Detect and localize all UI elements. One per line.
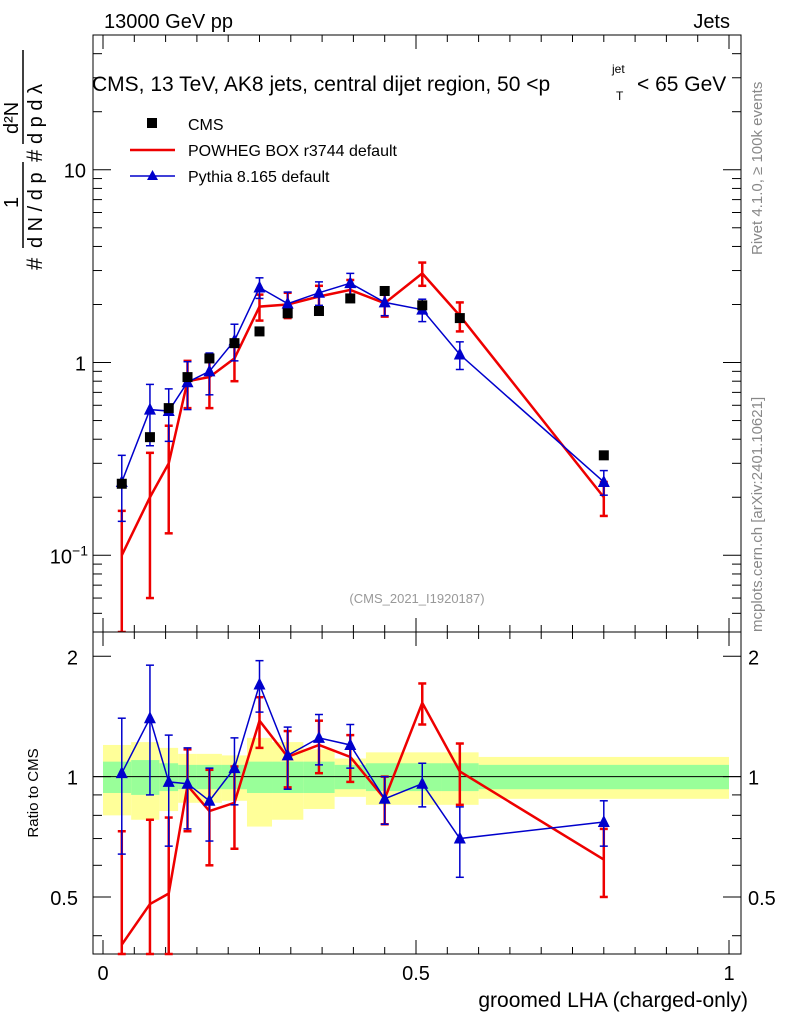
x-tick-label: 0 xyxy=(97,963,108,985)
pythia-point xyxy=(312,285,325,298)
ratio-pythia-point xyxy=(344,737,357,750)
main-data-layer xyxy=(115,261,610,634)
rivet-version-note: Rivet 4.1.0, ≥ 100k events xyxy=(749,82,766,255)
main-y-tick-label: 10 xyxy=(64,161,86,183)
ratio-pythia-point xyxy=(115,766,128,779)
ratio-pythia-point xyxy=(162,774,175,787)
ratio-pythia-point xyxy=(228,761,241,774)
ratio-band-inner xyxy=(246,761,273,793)
x-tick-label: 0.5 xyxy=(402,963,430,985)
pythia-point xyxy=(253,280,266,293)
ratio-data-layer xyxy=(115,659,610,956)
ratio-pythia-point xyxy=(378,791,391,804)
pythia-point xyxy=(344,276,357,289)
legend-pythia-marker xyxy=(147,170,158,180)
header-left: 13000 GeV pp xyxy=(104,11,233,33)
x-axis-label: groomed LHA (charged-only) xyxy=(478,989,748,1012)
main-y-axis-label-hash2: # xyxy=(22,149,47,162)
ratio-axes: 0 0.5 1 0.5 0.5 1 1 2 2 xyxy=(50,632,776,985)
cms-data-point xyxy=(144,432,155,443)
ratio-powheg-line xyxy=(120,699,605,946)
pythia-point xyxy=(378,295,391,308)
analysis-watermark: (CMS_2021_I1920187) xyxy=(349,591,484,606)
ratio-pythia-point xyxy=(253,677,266,690)
ratio-pythia-point xyxy=(203,793,216,806)
ratio-y-tick-label-right: 2 xyxy=(748,647,759,669)
plot-title: CMS, 13 TeV, AK8 jets, central dijet reg… xyxy=(92,73,550,96)
cms-data-point xyxy=(116,478,127,489)
pythia-point xyxy=(281,296,294,309)
ratio-pythia-point xyxy=(453,831,466,844)
pythia-point xyxy=(143,402,156,415)
cms-data-point xyxy=(204,353,215,364)
ratio-pythia-point xyxy=(416,776,429,789)
header-right: Jets xyxy=(693,11,730,33)
cms-data-point xyxy=(254,326,265,337)
ratio-y-tick-label-right: 0.5 xyxy=(748,888,776,910)
main-y-tick-label: 1 xyxy=(75,354,86,376)
ratio-y-axis-label: Ratio to CMS xyxy=(25,748,42,837)
cms-data-point xyxy=(182,372,193,383)
main-y-axis-label-text: # xyxy=(22,257,47,270)
ratio-y-tick-label: 1 xyxy=(67,768,78,790)
cms-data-point xyxy=(282,308,293,319)
legend-powheg-label: POWHEG BOX r3744 default xyxy=(188,143,398,160)
cms-data-point xyxy=(417,300,428,311)
cms-data-point xyxy=(313,306,324,317)
ratio-pythia-point xyxy=(143,711,156,724)
powheg-line xyxy=(120,271,605,556)
ratio-y-tick-label: 2 xyxy=(67,647,78,669)
cms-data-point xyxy=(229,338,240,349)
plot-title-sup: jet xyxy=(611,62,625,76)
cms-data-point xyxy=(379,285,390,296)
legend-cms-marker xyxy=(147,118,157,128)
ratio-pythia-point xyxy=(597,814,610,827)
ratio-pythia-point xyxy=(281,748,294,761)
pythia-point xyxy=(203,364,216,377)
plot-title-end: < 65 GeV xyxy=(637,73,726,96)
legend-pythia-label: Pythia 8.165 default xyxy=(188,169,330,186)
legend-cms-label: CMS xyxy=(188,117,224,134)
ratio-pythia-point xyxy=(181,776,194,789)
ratio-y-tick-label: 0.5 xyxy=(50,888,78,910)
pythia-point xyxy=(453,347,466,360)
plot-title-main: CMS, 13 TeV, AK8 jets, central dijet reg… xyxy=(92,73,550,96)
main-y-axis-label-frac1-num: 1 xyxy=(1,197,23,208)
plot-title-sub: T xyxy=(616,89,624,103)
main-y-axis-label-frac2-den: d p d λ xyxy=(25,84,47,144)
main-y-tick-label: 10−1 xyxy=(50,542,88,568)
legend: CMS POWHEG BOX r3744 default Pythia 8.16… xyxy=(130,117,398,186)
main-y-axis-label-frac2-num: d²N xyxy=(1,102,23,134)
cms-data-point xyxy=(454,313,465,324)
x-tick-label: 1 xyxy=(723,963,734,985)
cms-data-point xyxy=(598,450,609,461)
main-plot-frame xyxy=(92,34,742,633)
ratio-band-inner xyxy=(131,760,160,795)
ratio-uncertainty-bands xyxy=(93,737,741,827)
main-axes: 10 1 10−1 xyxy=(50,34,741,633)
cms-data-point xyxy=(163,403,174,414)
cms-data-point xyxy=(345,293,356,304)
ratio-y-tick-label-right: 1 xyxy=(748,768,759,790)
ratio-pythia-point xyxy=(312,730,325,743)
main-y-axis-label: # d N / d p 1 # d p d λ d²N xyxy=(1,50,47,270)
main-y-axis-label-frac1-den: d N / d p xyxy=(25,172,47,248)
mcplots-reference: mcplots.cern.ch [arXiv:2401.10621] xyxy=(749,397,766,632)
pythia-point xyxy=(597,474,610,487)
